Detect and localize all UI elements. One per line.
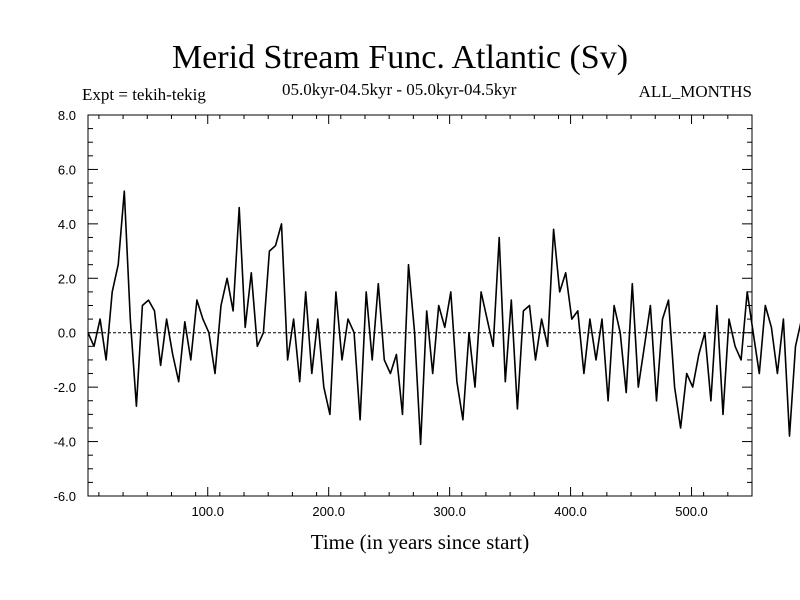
x-axis-label: Time (in years since start) — [310, 530, 530, 554]
x-tick-label: 300.0 — [433, 504, 466, 519]
data-series-line — [87, 190, 800, 446]
x-tick-label: 500.0 — [675, 504, 708, 519]
y-tick-label: 8.0 — [58, 108, 76, 123]
y-tick-label: 4.0 — [58, 217, 76, 232]
y-tick-label: -4.0 — [54, 435, 76, 450]
y-tick-label: 2.0 — [58, 271, 76, 286]
months-label: ALL_MONTHS — [638, 82, 752, 101]
y-tick-label: 0.0 — [58, 326, 76, 341]
x-tick-label: 100.0 — [191, 504, 224, 519]
x-tick-label: 200.0 — [312, 504, 345, 519]
x-tick-label: 400.0 — [554, 504, 587, 519]
chart-subtitle: 05.0kyr-04.5kyr - 05.0kyr-04.5kyr — [282, 80, 517, 99]
y-tick-label: -2.0 — [54, 380, 76, 395]
y-tick-label: -6.0 — [54, 489, 76, 504]
experiment-label: Expt = tekih-tekig — [82, 85, 206, 104]
y-tick-label: 6.0 — [58, 162, 76, 177]
chart-title: Merid Stream Func. Atlantic (Sv) — [171, 39, 629, 76]
